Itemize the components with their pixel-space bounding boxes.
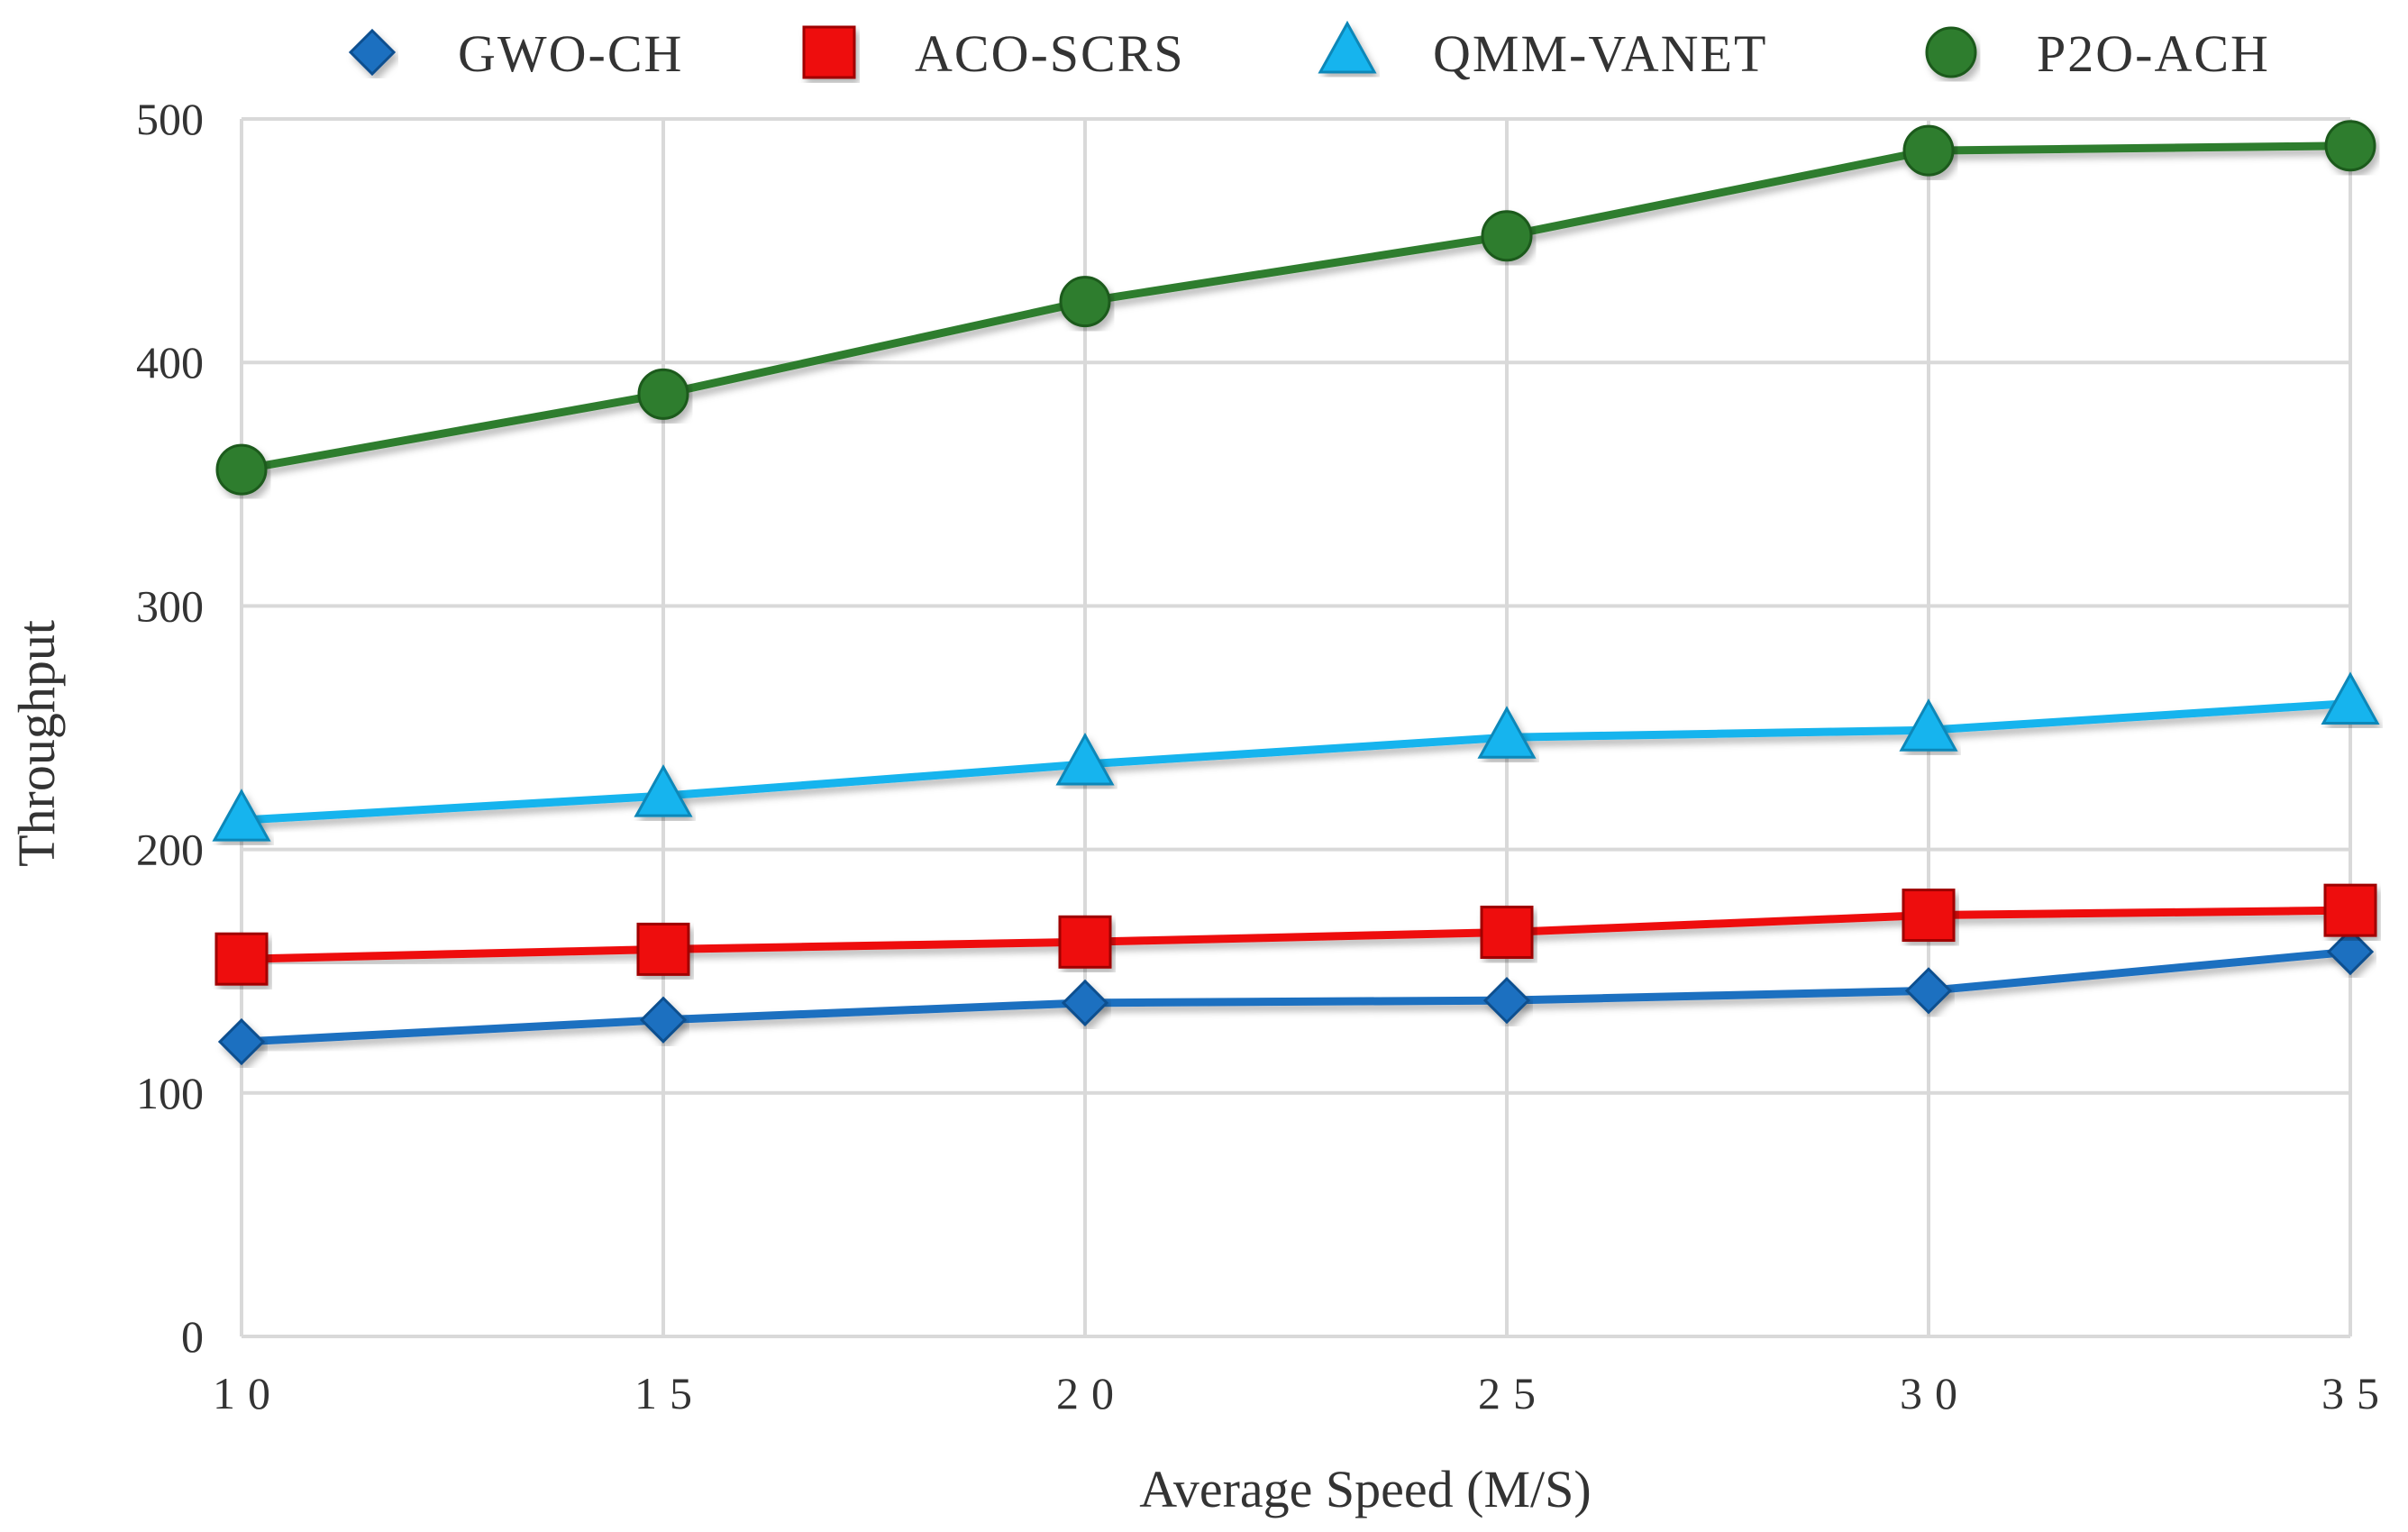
square-marker-shape <box>636 922 690 976</box>
p2o-ach-point <box>1481 210 1533 262</box>
x-tick-label: 15 <box>634 1368 705 1418</box>
diamond-marker-shape <box>2326 927 2375 976</box>
aco-scrs-point <box>1058 915 1112 969</box>
legend: GWO-CH ACO-SCRS QMM-VANET P2O-ACH <box>300 20 2270 83</box>
circle-marker-shape <box>1925 26 1977 78</box>
legend-label-aco-scrs: ACO-SCRS <box>915 24 1185 83</box>
triangle-marker-shape <box>2321 671 2380 725</box>
gwo-ch-point <box>2326 927 2375 976</box>
x-tick-label: 30 <box>1900 1368 1970 1418</box>
legend-item-p2o-ach: P2O-ACH <box>1879 24 2270 83</box>
diamond-marker-shape <box>1482 977 1531 1025</box>
p2o-ach-point <box>2324 120 2376 172</box>
qmm-vanet-point <box>634 764 693 817</box>
y-tick-label: 400 <box>136 337 204 388</box>
circle-marker-shape <box>1059 276 1111 328</box>
series-markers <box>212 120 2380 1066</box>
gwo-ch-point <box>639 996 688 1044</box>
legend-label-p2o-ach: P2O-ACH <box>2037 24 2270 83</box>
x-tick-label: 20 <box>1056 1368 1126 1418</box>
gwo-ch-point <box>1904 967 1953 1015</box>
triangle-marker-shape <box>212 789 271 842</box>
aco-scrs-point <box>1902 889 1956 943</box>
p2o-ach-point <box>1059 276 1111 328</box>
square-marker-shape <box>1058 915 1112 969</box>
circle-marker-shape <box>215 443 268 496</box>
qmm-vanet-point <box>212 789 271 842</box>
p2o-ach-point <box>215 443 268 496</box>
triangle-marker-shape <box>1899 698 1958 752</box>
y-tick-label: 0 <box>181 1311 204 1362</box>
qmm-vanet-point <box>2321 671 2380 725</box>
aco-scrs-line <box>237 906 2355 963</box>
x-tick-label: 10 <box>213 1368 283 1418</box>
x-axis-title: Average Speed (M/S) <box>1139 1460 1591 1518</box>
square-marker-shape <box>802 25 856 79</box>
diamond-marker-shape <box>1904 967 1953 1015</box>
diamond-marker-shape <box>348 28 397 77</box>
y-axis-ticks: 0 100 200 300 400 500 <box>136 94 204 1362</box>
qmm-vanet-point <box>1477 706 1537 759</box>
legend-item-qmm-vanet: QMM-VANET <box>1275 20 1767 83</box>
y-axis-title: Throughput <box>7 620 66 867</box>
circle-marker-shape <box>1481 210 1533 262</box>
series-lines <box>237 141 2355 1046</box>
aco-scrs-point <box>2323 883 2377 937</box>
diamond-marker-shape <box>217 1017 266 1066</box>
aco-scrs-point <box>1480 905 1534 959</box>
x-tick-label: 25 <box>1478 1368 1548 1418</box>
circle-marker-shape <box>2324 120 2376 172</box>
y-tick-label: 200 <box>136 825 204 875</box>
gwo-ch-point <box>1061 979 1109 1026</box>
p2o-ach-line <box>237 141 2355 474</box>
aco-scrs-point <box>636 922 690 976</box>
gridlines <box>240 117 2352 1338</box>
square-marker-shape <box>214 932 269 986</box>
legend-label-gwo-ch: GWO-CH <box>458 24 683 83</box>
p2o-ach-point <box>1902 124 1955 177</box>
x-axis-ticks: 10 15 20 25 30 35 <box>213 1368 2392 1418</box>
diamond-marker-shape <box>639 996 688 1044</box>
gwo-ch-point <box>217 1017 266 1066</box>
triangle-marker-shape <box>634 764 693 817</box>
legend-item-gwo-ch: GWO-CH <box>300 24 683 83</box>
square-marker-shape <box>1480 905 1534 959</box>
diamond-marker-shape <box>1061 979 1109 1026</box>
legend-item-aco-scrs: ACO-SCRS <box>757 24 1185 83</box>
y-tick-label: 100 <box>136 1068 204 1118</box>
square-marker-shape <box>1902 889 1956 943</box>
legend-marker-p2o-ach <box>1925 26 1977 78</box>
square-marker-shape <box>2323 883 2377 937</box>
y-tick-label: 300 <box>136 580 204 631</box>
legend-marker-aco-scrs <box>802 25 856 79</box>
gwo-ch-line <box>237 947 2355 1046</box>
gwo-ch-point <box>1482 977 1531 1025</box>
qmm-vanet-point <box>1055 732 1115 786</box>
circle-marker-shape <box>1902 124 1955 177</box>
y-tick-label: 500 <box>136 94 204 144</box>
legend-marker-qmm-vanet <box>1318 20 1377 74</box>
aco-scrs-point <box>214 932 269 986</box>
x-tick-label: 35 <box>2321 1368 2392 1418</box>
legend-label-qmm-vanet: QMM-VANET <box>1433 24 1767 83</box>
qmm-vanet-point <box>1899 698 1958 752</box>
triangle-marker-shape <box>1477 706 1537 759</box>
triangle-marker-shape <box>1055 732 1115 786</box>
legend-marker-gwo-ch <box>348 28 397 77</box>
circle-marker-shape <box>637 368 689 420</box>
triangle-marker-shape <box>1318 20 1377 74</box>
qmm-vanet-line <box>237 698 2355 825</box>
p2o-ach-point <box>637 368 689 420</box>
